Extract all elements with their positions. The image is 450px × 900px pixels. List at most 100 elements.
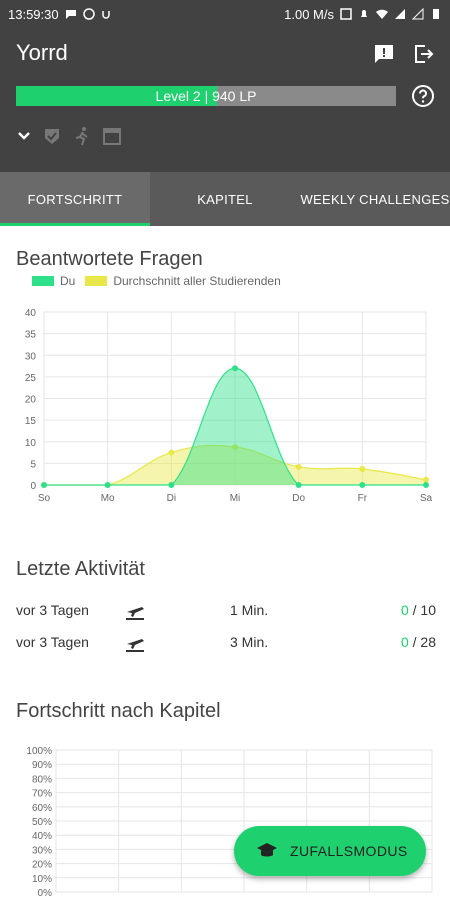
level-progress-bar: Level 2 | 940 LP [16, 86, 396, 106]
y-tick-label: 40 [25, 308, 37, 319]
x-tick-label: So [38, 493, 51, 504]
x-tick-label: Do [292, 493, 305, 504]
answered-questions-title: Beantwortete Fragen [16, 248, 203, 270]
data-point[interactable] [359, 465, 366, 472]
y-tick-label: 0% [38, 888, 53, 899]
y-tick-label: 20% [32, 860, 52, 871]
data-point[interactable] [168, 482, 175, 488]
tab-kapitel[interactable]: KAPITEL [150, 172, 300, 226]
tab-fortschritt[interactable]: FORTSCHRITT [0, 172, 150, 226]
mute-icon [361, 10, 367, 17]
legend-label: Durchschnitt aller Studierenden [113, 274, 281, 288]
vpn-icon [101, 11, 110, 19]
activity-duration: 1 Min. [230, 602, 269, 618]
data-point[interactable] [295, 482, 302, 488]
calendar-icon[interactable] [102, 126, 122, 146]
y-tick-label: 30 [25, 351, 37, 362]
running-icon[interactable] [72, 126, 92, 146]
wifi-icon [376, 9, 388, 19]
random-mode-button[interactable]: ZUFALLSMODUS [234, 826, 426, 876]
data-point[interactable] [168, 449, 175, 456]
series-area [44, 368, 426, 485]
activity-total: / 28 [408, 634, 436, 650]
legend-swatch [32, 276, 54, 286]
shield-check-icon[interactable] [42, 126, 62, 146]
activity-filters [16, 126, 122, 146]
y-tick-label: 15 [25, 416, 37, 427]
whatsapp-icon [82, 8, 95, 20]
y-tick-label: 5 [30, 459, 36, 470]
y-tick-label: 25 [25, 373, 37, 384]
answered-questions-chart: 0 5 10 15 20 25 30 35 40 So Mo Di Mi Do Fr Sa [25, 308, 433, 504]
tab-bar: FORTSCHRITT KAPITEL WEEKLY CHALLENGES [0, 172, 450, 226]
y-tick-label: 50% [32, 817, 52, 828]
x-tick-label: Fr [358, 493, 368, 504]
y-tick-label: 10% [32, 874, 52, 885]
progress-content: Beantwortete Fragen Du Durchschnitt alle… [0, 226, 450, 900]
data-point[interactable] [104, 482, 111, 488]
feedback-icon[interactable] [372, 42, 396, 66]
y-tick-label: 20 [25, 395, 37, 406]
help-icon[interactable] [411, 84, 435, 108]
legend-swatch [85, 276, 108, 286]
chat-icon [65, 10, 76, 19]
random-mode-label: ZUFALLSMODUS [290, 843, 408, 859]
logout-icon[interactable] [411, 42, 435, 66]
activity-when: vor 3 Tagen [16, 634, 89, 650]
chart-legend: Du Durchschnitt aller Studierenden [32, 274, 291, 288]
activity-score: 0 / 10 [401, 602, 436, 618]
status-time: 13:59:30 [8, 6, 59, 22]
data-point[interactable] [232, 365, 238, 372]
data-point[interactable] [232, 443, 238, 450]
app-header: Yorrd Level 2 | 940 LP [0, 28, 450, 172]
battery-icon [433, 9, 439, 19]
y-tick-label: 70% [32, 789, 52, 800]
y-tick-label: 60% [32, 803, 52, 814]
x-tick-label: Mi [230, 493, 241, 504]
airplane-icon [126, 639, 144, 652]
x-tick-label: Sa [420, 493, 433, 504]
data-point[interactable] [423, 476, 429, 483]
y-tick-label: 10 [25, 438, 37, 449]
activity-correct: 0 [400, 634, 409, 650]
activity-correct: 0 [400, 602, 409, 618]
signal-icon [395, 9, 405, 19]
data-point[interactable] [41, 482, 47, 488]
signal-2-icon [412, 8, 424, 20]
activity-when: vor 3 Tagen [16, 602, 89, 618]
y-tick-label: 80% [32, 774, 52, 785]
tab-label: KAPITEL [197, 191, 253, 207]
activity-row[interactable]: vor 3 Tagen 1 Min. 0 / 10 [16, 600, 436, 624]
activity-duration: 3 Min. [230, 634, 269, 650]
data-point[interactable] [359, 482, 366, 488]
app-title: Yorrd [16, 40, 68, 65]
status-bar: 13:59:30 1.00 M/s [0, 0, 450, 28]
tab-weekly-challenges[interactable]: WEEKLY CHALLENGES [300, 172, 450, 226]
x-tick-label: Di [167, 493, 176, 504]
recent-activity-title: Letzte Aktivität [16, 558, 145, 580]
active-tab-indicator [0, 223, 150, 226]
nfc-icon [340, 8, 352, 20]
legend-label: Du [60, 274, 76, 288]
airplane-icon [126, 607, 144, 620]
y-tick-label: 35 [25, 330, 37, 341]
chapter-progress-chart: 0% 10% 20% 30% 40% 50% 60% 70% 80% 90% 100% [26, 746, 433, 899]
activity-score: 0 / 28 [401, 634, 436, 650]
y-tick-label: 100% [26, 746, 52, 757]
level-progress-fill [16, 86, 218, 106]
legend-item-average[interactable]: Durchschnitt aller Studierenden [85, 274, 281, 288]
x-tick-label: Mo [101, 493, 115, 504]
data-point[interactable] [295, 463, 302, 470]
chevron-down-icon[interactable] [16, 128, 32, 144]
activity-row[interactable]: vor 3 Tagen 3 Min. 0 / 28 [16, 632, 436, 656]
data-point[interactable] [423, 482, 429, 488]
graduation-cap-icon [257, 843, 277, 857]
tab-label: FORTSCHRITT [27, 191, 123, 207]
tab-label: WEEKLY CHALLENGES [300, 191, 450, 207]
y-tick-label: 30% [32, 845, 52, 856]
legend-item-du[interactable]: Du [32, 274, 75, 288]
status-speed: 1.00 M/s [284, 6, 334, 22]
activity-total: / 10 [408, 602, 436, 618]
y-tick-label: 0 [30, 481, 36, 492]
series-area [44, 445, 426, 485]
